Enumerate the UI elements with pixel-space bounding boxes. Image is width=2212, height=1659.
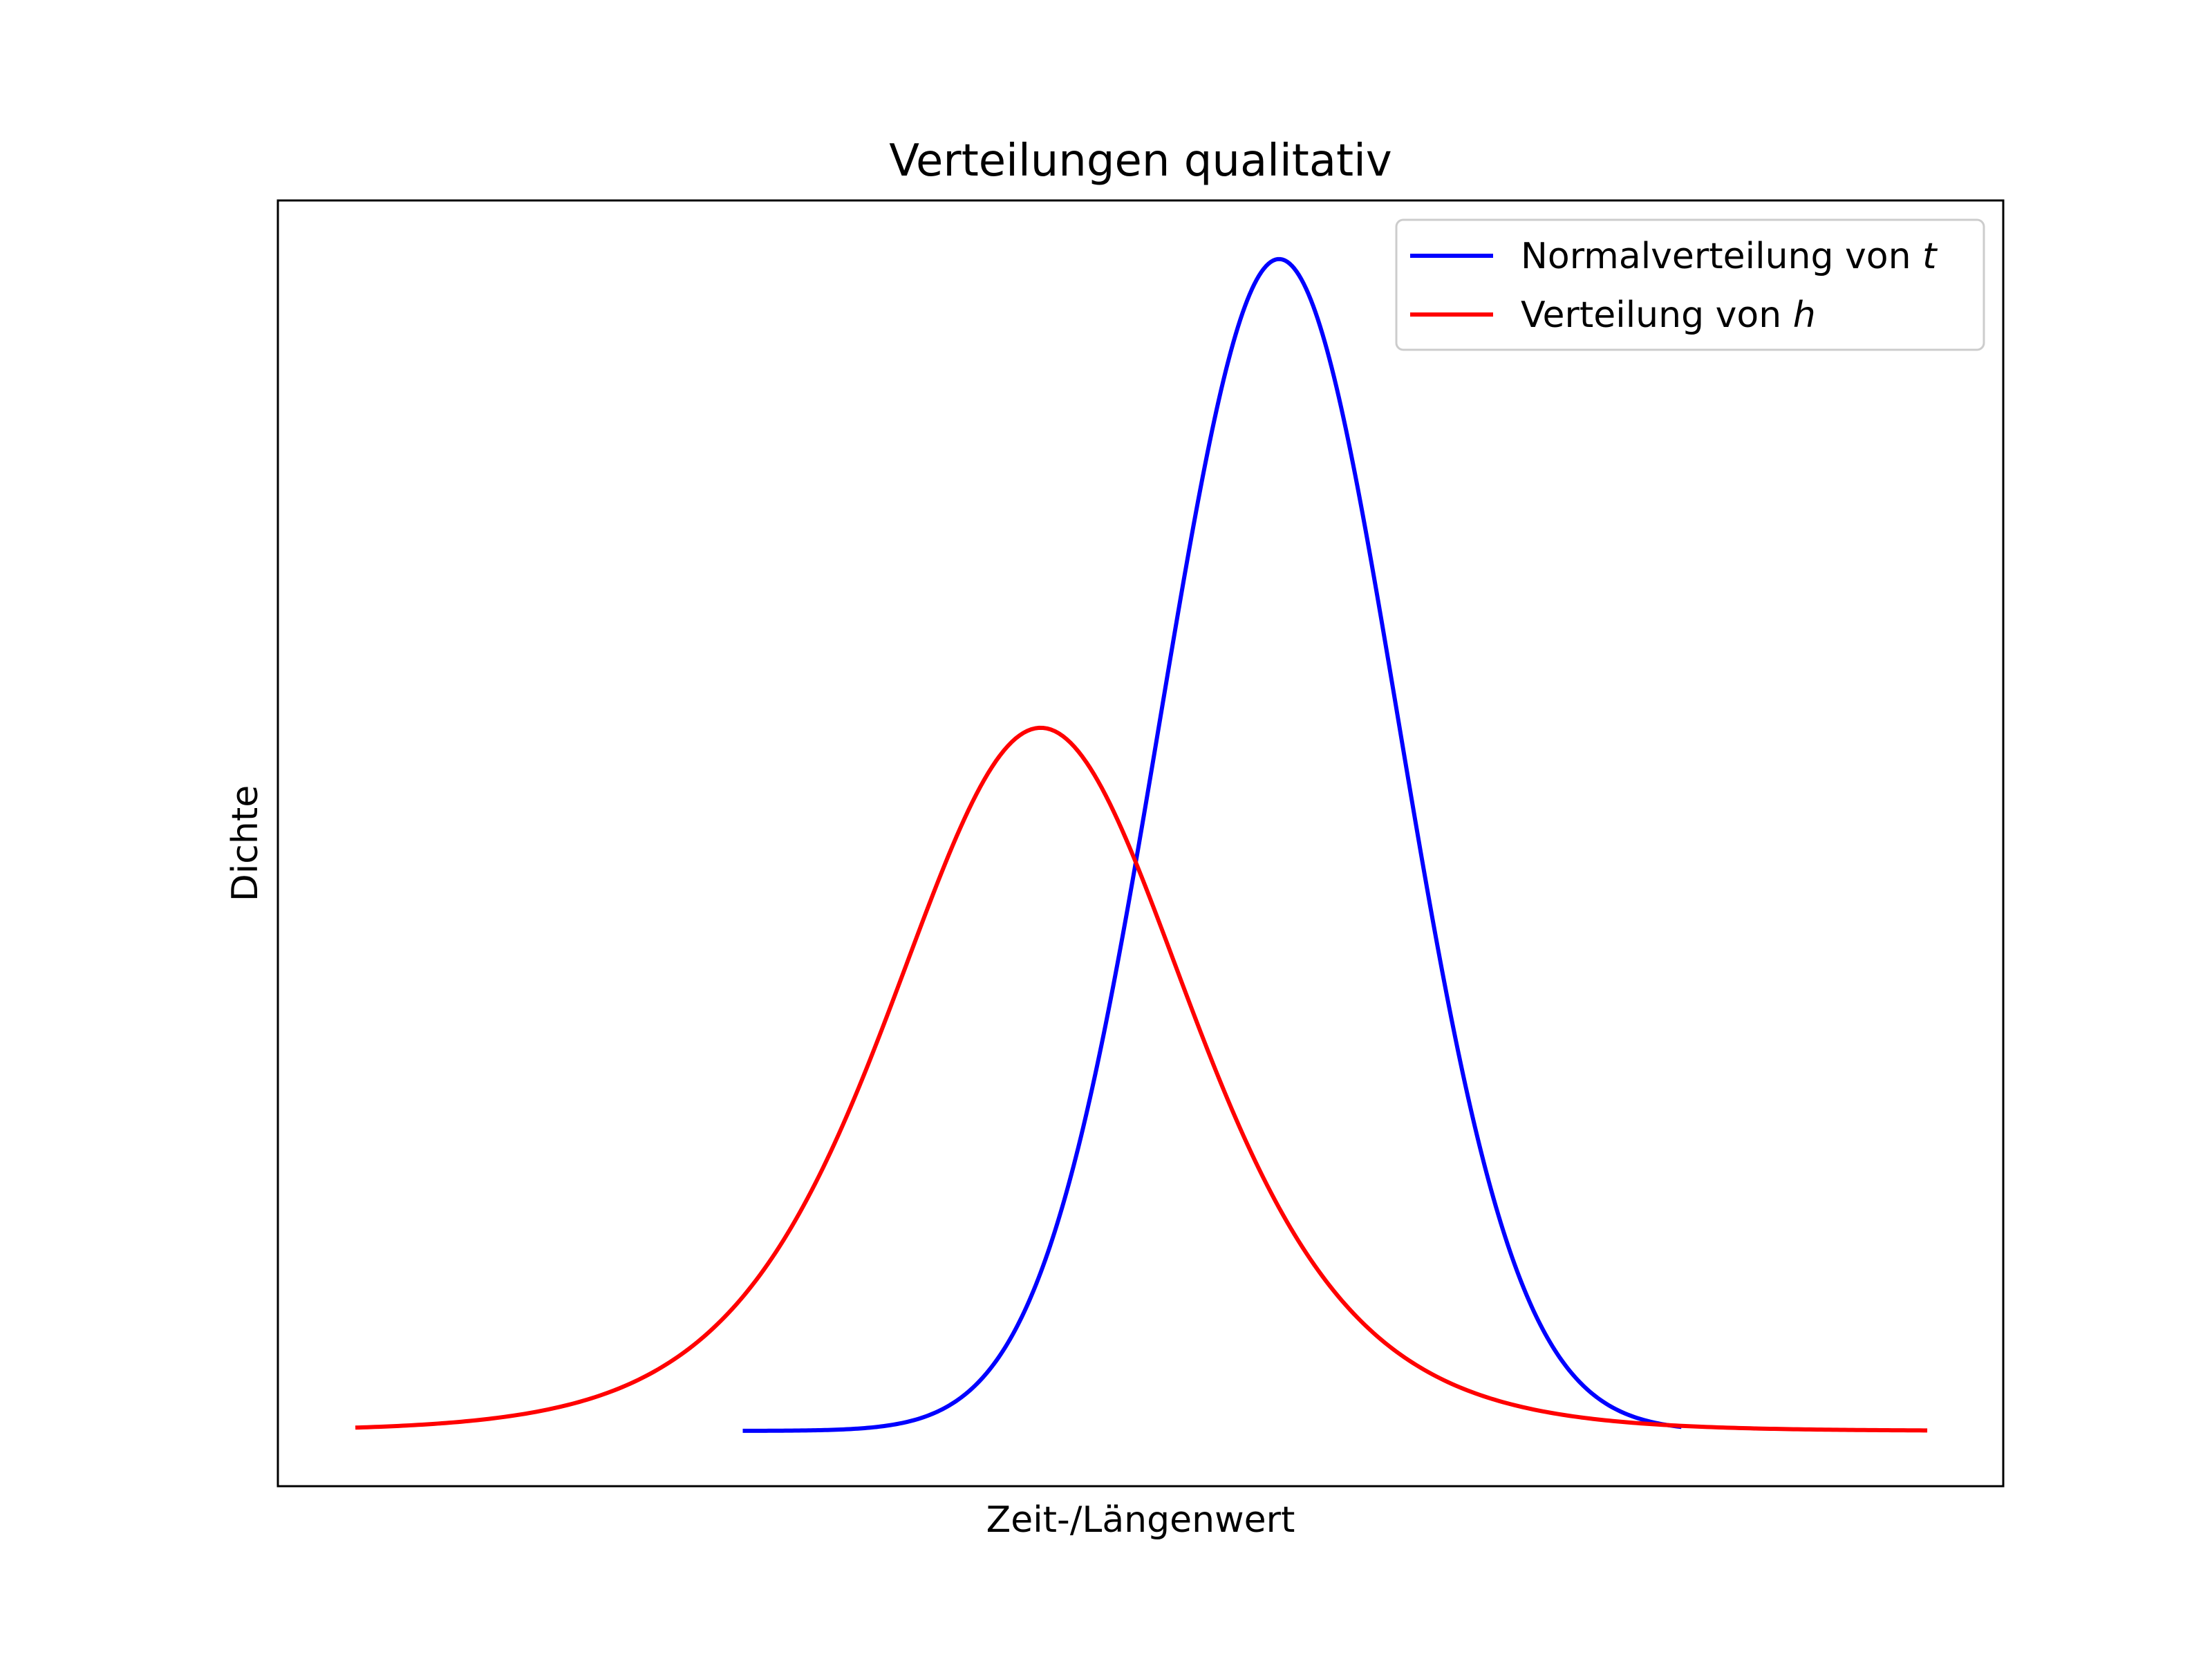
legend-label-1: Verteilung von h	[1521, 294, 1816, 336]
legend-label-0: Normalverteilung von t	[1521, 236, 1938, 277]
legend-label-var-0: t	[1922, 236, 1938, 277]
legend-label-var-1: h	[1793, 294, 1816, 336]
plot-frame	[276, 199, 2005, 1488]
legend: Normalverteilung von t Verteilung von h	[1395, 218, 1985, 351]
x-axis-label: Zeit-/Längenwert	[986, 1499, 1295, 1541]
legend-box	[1395, 218, 1985, 351]
series-line-1	[355, 725, 1928, 1433]
legend-entries: Normalverteilung von t Verteilung von h	[1410, 236, 1938, 336]
plot-lines	[355, 256, 1928, 1433]
y-axis-label: Dichte	[225, 785, 266, 901]
legend-label-text-0: Normalverteilung von	[1521, 236, 1922, 277]
chart-title: Verteilungen qualitativ	[889, 135, 1392, 187]
legend-label-text-1: Verteilung von	[1521, 294, 1793, 336]
series-line-0	[742, 256, 1682, 1433]
